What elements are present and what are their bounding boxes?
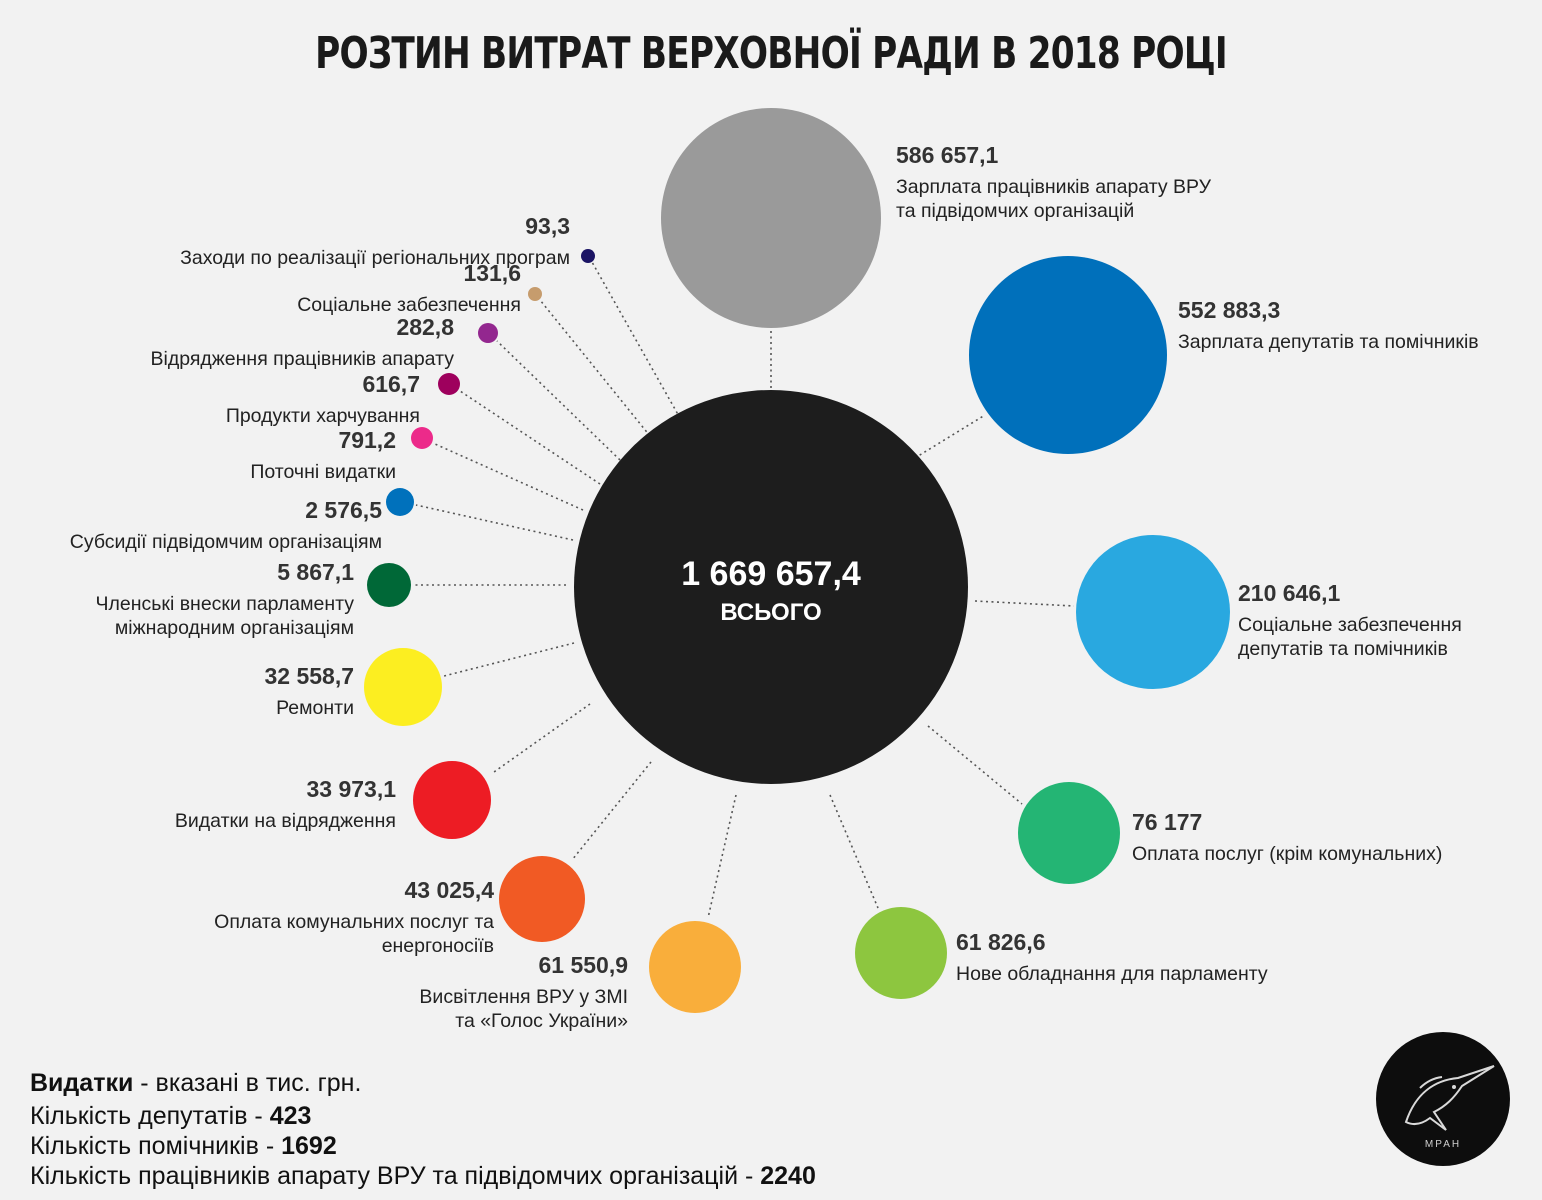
bubble-value: 33 973,1 <box>306 776 396 802</box>
connector-lines <box>413 261 1075 919</box>
bubble-3 <box>1076 535 1230 689</box>
bubble-4 <box>1018 782 1120 884</box>
bubble-16 <box>581 249 595 263</box>
bubble-15 <box>528 287 542 301</box>
connector-line <box>571 761 652 861</box>
footer-assistants-count: 1692 <box>281 1132 337 1160</box>
bubble-8 <box>413 761 491 839</box>
connector-line <box>443 642 575 677</box>
bubble-label: міжнародним організаціям <box>115 617 354 639</box>
chart-title: РОЗТИН ВИТРАТ ВЕРХОВНОЇ РАДИ В 2018 РОЦІ <box>315 27 1227 79</box>
bubble-value: 586 657,1 <box>896 142 999 168</box>
footer-deputies-text: Кількість депутатів - <box>30 1102 270 1130</box>
footer-deputies: Кількість депутатів - 423 <box>30 1101 311 1131</box>
bubble-label: Субсидії підвідомчим організаціям <box>70 531 382 553</box>
bubble-9 <box>364 648 442 726</box>
connector-line <box>459 390 601 485</box>
bubble-value: 61 550,9 <box>538 952 628 978</box>
bubble-value: 93,3 <box>525 213 570 239</box>
footer-assistants: Кількість помічників - 1692 <box>30 1131 337 1161</box>
connector-line <box>493 703 591 773</box>
total-value: 1 669 657,4 <box>681 555 861 593</box>
bubble-label: та «Голос України» <box>455 1010 628 1032</box>
bubble-label: Зарплата депутатів та помічників <box>1178 331 1479 353</box>
bubble-label: Відрядження працівників апарату <box>150 348 454 370</box>
connector-line <box>914 414 986 459</box>
bubble-label: та підвідомчих організацій <box>896 200 1134 222</box>
bubble-label: Зарплата працівників апарату ВРУ <box>896 176 1212 198</box>
footer-assistants-text: Кількість помічників - <box>30 1132 282 1160</box>
connector-line <box>707 794 737 919</box>
bubble-label: депутатів та помічників <box>1238 638 1448 660</box>
connector-line <box>591 261 681 419</box>
bubble-label: Оплата комунальних послуг та <box>214 911 494 933</box>
footer-units-text: - вказані в тис. грн. <box>133 1069 362 1097</box>
connector-line <box>496 340 621 461</box>
total-label: ВСЬОГО <box>720 599 821 626</box>
bubble-value: 2 576,5 <box>305 497 382 523</box>
bubble-10 <box>367 563 411 607</box>
bubble-1 <box>661 108 881 328</box>
bubble-label: енергоносіїв <box>382 935 494 957</box>
footer-deputies-count: 423 <box>269 1102 312 1130</box>
connector-line <box>927 725 1023 805</box>
bubble-value: 616,7 <box>362 371 420 397</box>
bubble-label: Членські внески парламенту <box>96 593 355 615</box>
footer-staff-count: 2240 <box>760 1162 816 1190</box>
bubble-label: Поточні видатки <box>250 461 396 483</box>
bubble-label: Продукти харчування <box>226 405 420 427</box>
connector-line <box>434 443 584 511</box>
bubble-14 <box>478 323 498 343</box>
bubble-13 <box>438 373 460 395</box>
footer-staff: Кількість працівників апарату ВРУ та під… <box>30 1161 816 1191</box>
bubble-5 <box>855 907 947 999</box>
footer-units-bold: Видатки <box>30 1069 134 1097</box>
connector-line <box>829 794 879 909</box>
bubble-11 <box>386 488 414 516</box>
bubble-label: Видатки на відрядження <box>175 810 396 832</box>
bubble-label: Соціальне забезпечення <box>1238 614 1462 636</box>
bubble-value: 552 883,3 <box>1178 297 1280 323</box>
bubble-label: Оплата послуг (крім комунальних) <box>1132 843 1442 865</box>
bubble-value: 61 826,6 <box>956 929 1046 955</box>
marlin-logo-icon <box>1404 1065 1495 1131</box>
bubble-value: 43 025,4 <box>404 877 494 903</box>
bubble-value: 5 867,1 <box>277 559 354 585</box>
connector-line <box>415 504 574 541</box>
bubble-value: 282,8 <box>396 314 454 340</box>
bubble-value: 210 646,1 <box>1238 580 1341 606</box>
bubble-label: Висвітлення ВРУ у ЗМІ <box>419 986 628 1008</box>
logo: МРАН <box>1376 1032 1510 1166</box>
bubble-value: 32 558,7 <box>264 663 354 689</box>
footer-units: Видатки - вказані в тис. грн. <box>30 1068 361 1098</box>
bubble-value: 131,6 <box>463 260 521 286</box>
bubbles-layer: 586 657,1 Зарплата працівників апарату ВР… <box>70 108 1479 1032</box>
total-bubble <box>574 390 968 784</box>
bubble-label: Заходи по реалізації регіональних програ… <box>180 247 570 269</box>
bubble-12 <box>411 427 433 449</box>
bubble-7 <box>499 856 585 942</box>
bubble-label: Ремонти <box>276 697 354 719</box>
bubble-6 <box>649 921 741 1013</box>
bubble-label: Соціальне забезпечення <box>297 294 521 316</box>
bubble-value: 791,2 <box>338 427 396 453</box>
bubble-label: Нове обладнання для парламенту <box>956 963 1268 985</box>
connector-line <box>974 600 1075 607</box>
connector-line <box>539 299 651 437</box>
bubble-2 <box>969 256 1167 454</box>
logo-text: МРАН <box>1424 1139 1462 1150</box>
bubble-value: 76 177 <box>1132 809 1202 835</box>
footer-staff-text: Кількість працівників апарату ВРУ та під… <box>30 1162 761 1190</box>
